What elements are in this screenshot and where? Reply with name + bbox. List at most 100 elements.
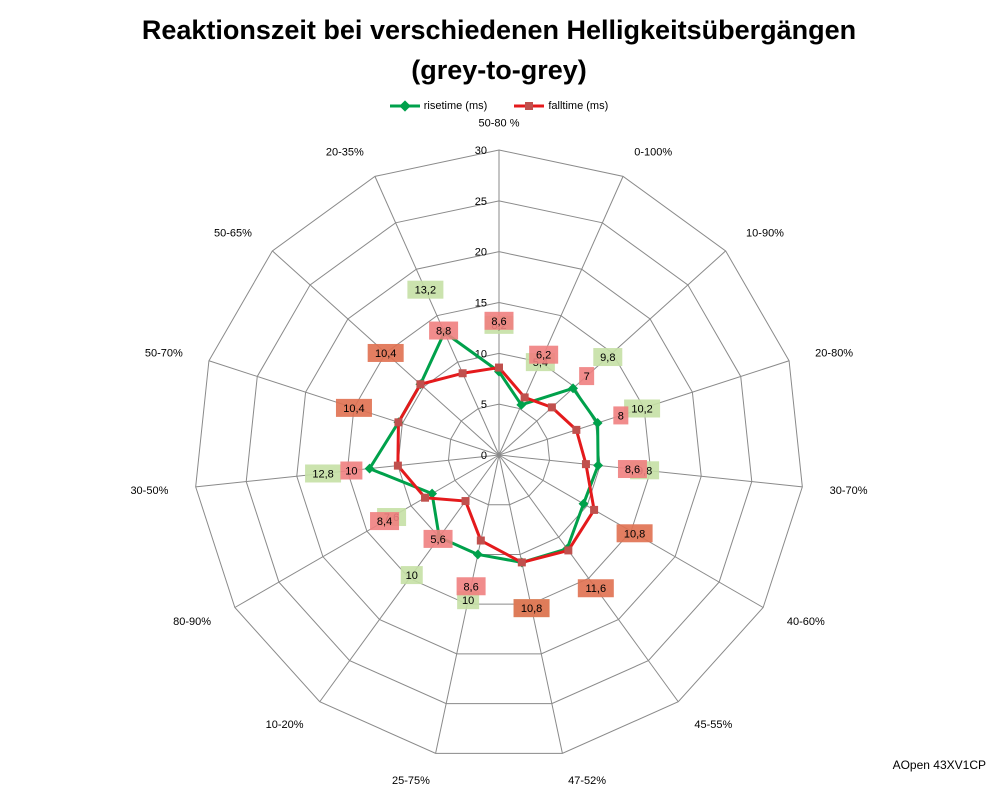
category-label: 50-70% [145,347,183,359]
data-label: 10,8 [521,603,542,615]
data-point [547,403,556,412]
radial-tick-label: 5 [481,399,487,411]
chart-title-line-2: (grey-to-grey) [411,55,587,85]
data-point [427,488,438,499]
data-label-box [407,280,444,299]
data-label: 8 [618,410,624,422]
grid-spoke [498,176,624,456]
category-label: 0-100% [634,146,672,158]
category-label: 80-90% [173,616,211,628]
data-point [592,418,603,428]
data-label-box [593,348,623,367]
legend-item-rise: risetime (ms) [389,100,488,112]
legend-fall-swatch [514,102,545,110]
category-label: 45-55% [694,719,732,731]
data-point [393,461,402,470]
data-label-box [457,591,480,610]
chart-title: Reaktionszeit bei verschiedenen Helligke… [0,10,998,90]
data-label: 9,8 [600,352,615,364]
radial-tick-label: 20 [475,247,487,259]
data-label-box [616,524,653,543]
category-label: 40-60% [787,616,825,628]
data-label-box [617,460,647,479]
grid-ring [346,301,652,605]
legend-fall-marker [525,102,534,110]
data-label: 8,8 [436,326,451,338]
data-point [517,558,526,567]
category-label: 25-75% [392,775,430,786]
data-label: 10 [406,570,418,582]
chart-title-line-1: Reaktionszeit bei verschiedenen Helligke… [141,15,857,45]
data-point [568,383,578,394]
data-point [520,393,529,402]
data-point [472,549,483,560]
data-label-box [484,311,514,330]
data-label: 6,2 [536,350,551,362]
data-point [476,536,485,545]
data-label: 8,6 [625,464,640,476]
data-label: 10,4 [343,403,364,415]
data-label-box [400,566,423,585]
data-label-box [613,406,629,425]
data-label: 10 [462,595,474,607]
data-point [364,463,375,474]
legend-rise-swatch [389,100,420,112]
category-label: 20-80% [815,347,853,359]
data-label: 10 [345,466,357,478]
category-label: 30-70% [830,485,868,497]
data-label-box [305,464,342,483]
footnote: AOpen 43XV1CP [892,758,986,772]
data-label: 7 [584,371,590,383]
data-label: 12,8 [312,468,333,480]
category-label: 50-80 % [479,118,520,130]
data-label-box [370,512,400,531]
grid-ring [245,200,753,705]
data-label: 8,6 [491,316,506,328]
data-label: 10,8 [624,528,645,540]
category-label: 10-20% [266,719,304,731]
data-point [394,418,403,427]
category-label: 20-35% [326,146,364,158]
legend-item-fall: falltime (ms) [514,100,608,112]
series-risetime [364,327,604,568]
grid-spoke [234,454,500,608]
data-label: 5,6 [430,534,445,546]
data-label: 11,6 [586,583,607,595]
grid-ring [447,403,551,506]
data-point [461,497,470,506]
legend: risetime (ms) falltime (ms) [0,100,998,115]
grid-ring [296,251,702,655]
data-point [572,425,581,434]
data-label-box [429,321,459,340]
data-point [590,505,599,514]
data-label-box [367,343,404,362]
data-label: 8,6 [463,581,478,593]
data-point [578,498,589,509]
data-label: 13,2 [415,285,436,297]
data-point [416,380,425,389]
legend-fall-label: falltime (ms) [548,100,609,112]
data-label-box [423,529,453,548]
data-point [495,363,503,372]
data-label-box [624,399,661,418]
data-label: 10,2 [631,404,652,416]
grid-spoke [498,454,679,703]
data-point [581,460,590,469]
data-label-box [513,599,550,618]
series-falltime [393,363,599,567]
data-point [516,399,527,410]
category-label: 50-65% [214,228,252,240]
category-label: 47-52% [568,775,606,786]
data-label: 8,4 [377,516,392,528]
legend-rise-label: risetime (ms) [423,100,488,112]
category-label: 30-50% [130,485,168,497]
data-label-box [456,577,486,596]
data-label-box [335,398,372,417]
data-label-box [577,579,614,598]
category-label: 10-90% [746,228,784,240]
data-point [421,493,430,502]
data-label-box [529,345,559,364]
radial-tick-label: 25 [475,196,487,208]
data-label: 10,4 [375,348,396,360]
